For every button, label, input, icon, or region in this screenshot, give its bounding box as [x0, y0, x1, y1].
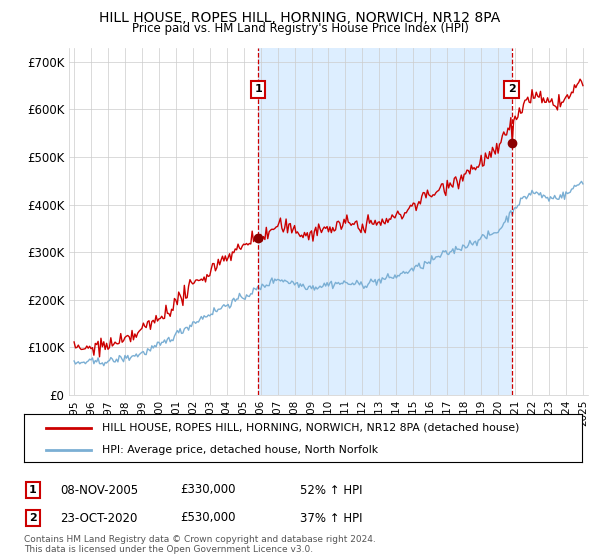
- Text: Price paid vs. HM Land Registry's House Price Index (HPI): Price paid vs. HM Land Registry's House …: [131, 22, 469, 35]
- Bar: [258, 48, 512, 395]
- Text: 08-NOV-2005: 08-NOV-2005: [60, 483, 138, 497]
- Text: £530,000: £530,000: [180, 511, 235, 525]
- Text: 2: 2: [508, 84, 515, 94]
- Text: 23-OCT-2020: 23-OCT-2020: [60, 511, 137, 525]
- Text: 1: 1: [29, 485, 37, 495]
- Text: £330,000: £330,000: [180, 483, 235, 497]
- Text: 2: 2: [29, 513, 37, 523]
- Text: 52% ↑ HPI: 52% ↑ HPI: [300, 483, 362, 497]
- Text: HPI: Average price, detached house, North Norfolk: HPI: Average price, detached house, Nort…: [102, 445, 378, 455]
- Text: Contains HM Land Registry data © Crown copyright and database right 2024.
This d: Contains HM Land Registry data © Crown c…: [24, 535, 376, 554]
- Text: HILL HOUSE, ROPES HILL, HORNING, NORWICH, NR12 8PA: HILL HOUSE, ROPES HILL, HORNING, NORWICH…: [100, 11, 500, 25]
- Text: HILL HOUSE, ROPES HILL, HORNING, NORWICH, NR12 8PA (detached house): HILL HOUSE, ROPES HILL, HORNING, NORWICH…: [102, 423, 520, 433]
- Text: 1: 1: [254, 84, 262, 94]
- Text: 37% ↑ HPI: 37% ↑ HPI: [300, 511, 362, 525]
